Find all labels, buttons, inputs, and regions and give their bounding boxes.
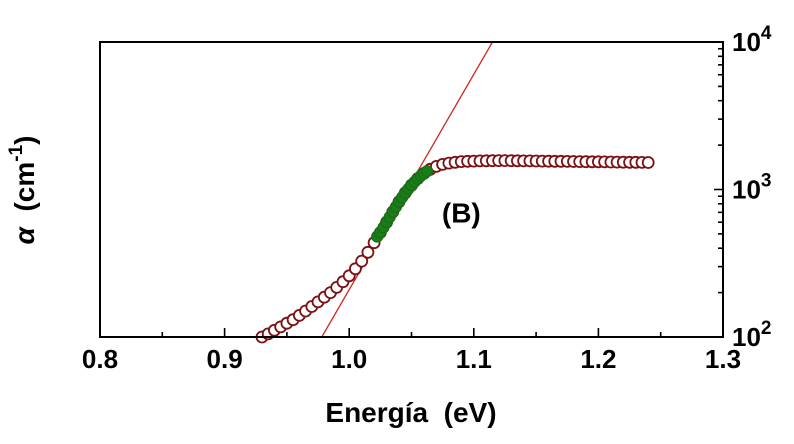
series-region-B-highlight [371, 165, 434, 243]
y-tick-labels: 102 103 104 [732, 23, 772, 352]
x-tick-label: 1.2 [580, 344, 616, 374]
x-tick-label: 1.1 [456, 344, 492, 374]
x-tick-label: 1.3 [705, 344, 741, 374]
x-tick-label: 0.9 [207, 344, 243, 374]
data-point [355, 254, 369, 268]
x-tick-label: 1.0 [331, 344, 367, 374]
x-tick-label: 0.8 [82, 344, 118, 374]
y-tick-label: 104 [732, 23, 772, 57]
x-axis-label: Energía (eV) [325, 397, 496, 428]
data-point [361, 245, 375, 259]
data-point [421, 165, 434, 178]
y-tick-label: 102 [732, 318, 772, 352]
annotation-B: (B) [442, 197, 481, 228]
series-absorption-data [255, 154, 655, 344]
data-point [641, 156, 655, 169]
x-tick-labels: 0.8 0.9 1.0 1.1 1.2 1.3 [82, 344, 741, 374]
y-axis-label: α (cm-1) [6, 136, 40, 245]
series-container [255, 154, 655, 344]
y-tick-label: 103 [732, 171, 772, 205]
plot-border [99, 41, 724, 338]
